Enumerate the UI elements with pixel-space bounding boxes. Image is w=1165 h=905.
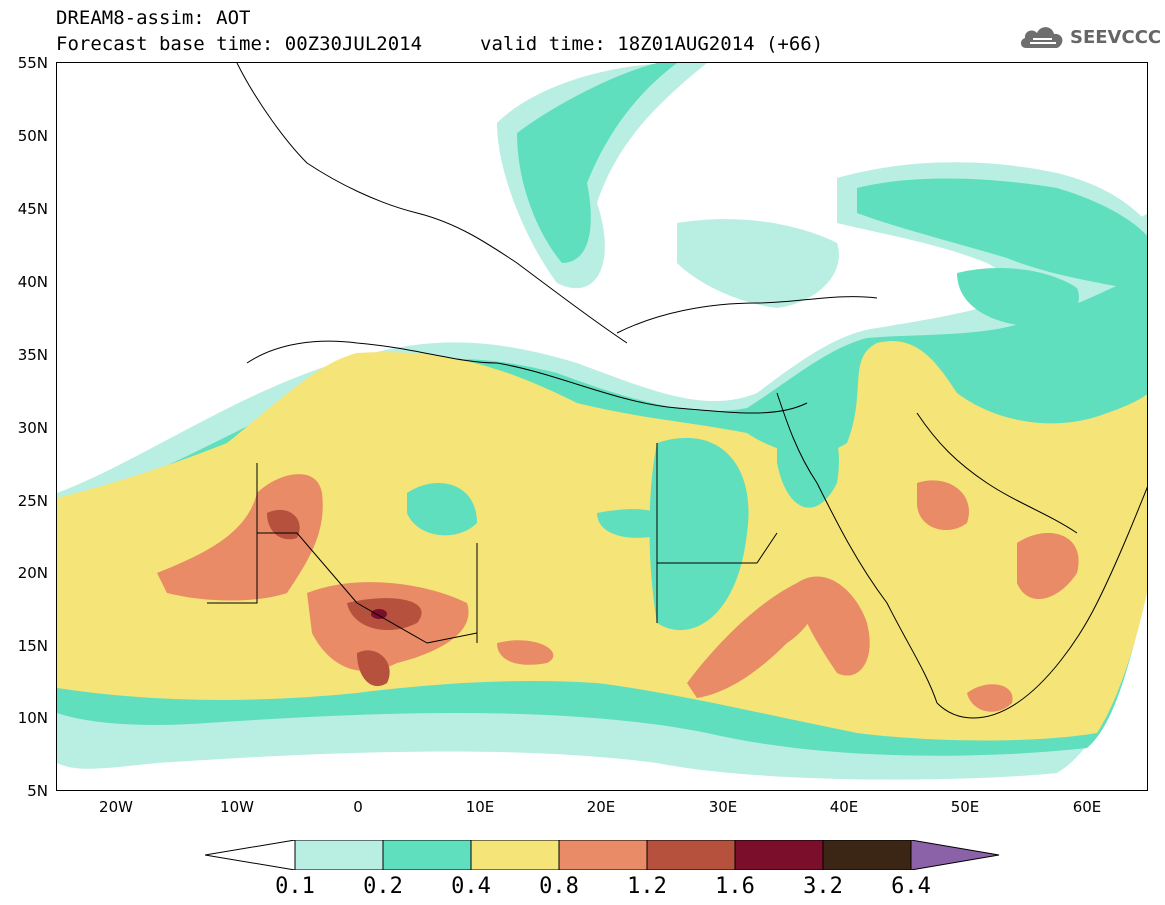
aot-map-canvas	[57, 63, 1147, 780]
colorbar	[204, 839, 1000, 874]
map-title: DREAM8-assim: AOT	[56, 7, 251, 29]
seevccc-logo: SEEVCCC	[1018, 22, 1161, 52]
lat-label: 50N	[17, 127, 48, 145]
logo-text: SEEVCCC	[1070, 26, 1162, 48]
lat-label: 15N	[17, 637, 48, 655]
colorbar-below-arrow	[204, 839, 296, 871]
colorbar-above-arrow	[910, 839, 1000, 871]
colorbar-label: 0.4	[451, 874, 491, 899]
colorbar-label: 3.2	[803, 874, 843, 899]
colorbar-swatch	[822, 839, 912, 871]
lon-label: 30E	[708, 798, 738, 816]
lon-label: 20E	[586, 798, 616, 816]
lat-label: 30N	[17, 419, 48, 437]
lon-label: 10W	[220, 798, 254, 816]
colorbar-swatch	[470, 839, 560, 871]
aot-level-1-6	[371, 609, 387, 619]
coastlines	[207, 63, 1147, 719]
valid-time: valid time: 18Z01AUG2014 (+66)	[480, 33, 824, 55]
colorbar-label: 0.8	[539, 874, 579, 899]
colorbar-swatch	[294, 839, 384, 871]
cloud-icon	[1020, 27, 1063, 48]
aot-cutouts	[407, 401, 839, 631]
lon-label: 20W	[99, 798, 133, 816]
lon-label: 50E	[950, 798, 980, 816]
lat-label: 25N	[17, 492, 48, 510]
lon-label: 60E	[1072, 798, 1102, 816]
colorbar-swatch	[646, 839, 736, 871]
colorbar-label: 1.2	[627, 874, 667, 899]
forecast-base-time: Forecast base time: 00Z30JUL2014	[56, 33, 423, 55]
colorbar-swatch	[558, 839, 648, 871]
lat-label: 40N	[17, 273, 48, 291]
colorbar-label: 0.2	[363, 874, 403, 899]
colorbar-swatch	[382, 839, 472, 871]
lat-label: 5N	[27, 782, 48, 800]
colorbar-label: 6.4	[891, 874, 931, 899]
aot-level-0-8	[157, 474, 1079, 712]
lat-label: 35N	[17, 346, 48, 364]
lat-label: 10N	[17, 709, 48, 727]
aot-map	[56, 62, 1148, 791]
lon-label: 10E	[465, 798, 495, 816]
lon-label: 0	[353, 798, 363, 816]
colorbar-swatch	[734, 839, 824, 871]
colorbar-label: 1.6	[715, 874, 755, 899]
lat-label: 45N	[17, 200, 48, 218]
colorbar-swatches	[204, 839, 1000, 871]
lat-label: 20N	[17, 564, 48, 582]
lon-label: 40E	[829, 798, 859, 816]
colorbar-label: 0.1	[275, 874, 315, 899]
lat-label: 55N	[17, 54, 48, 72]
